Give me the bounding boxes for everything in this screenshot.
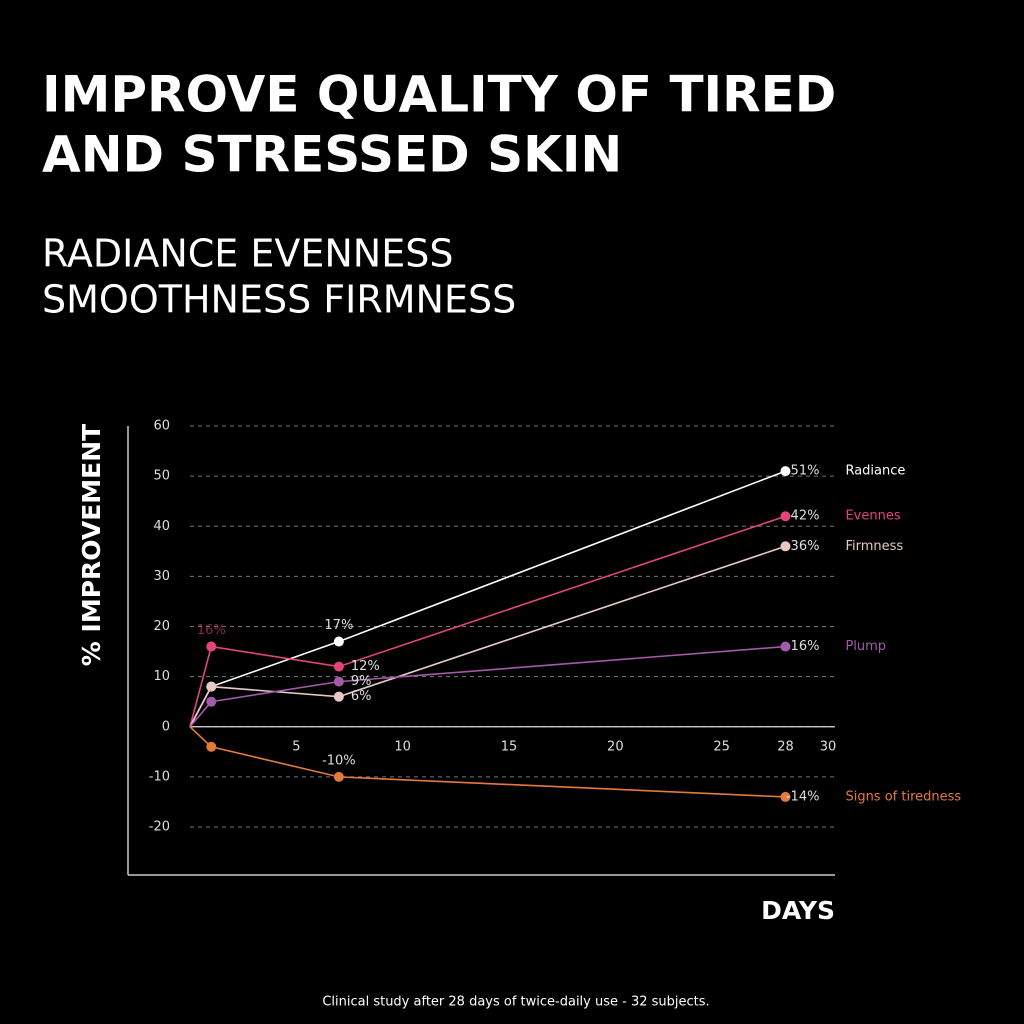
- x-tick-label: 15: [501, 739, 518, 754]
- y-tick-label: 50: [153, 469, 170, 484]
- y-tick-label: 20: [153, 619, 170, 634]
- subtitle: RADIANCE EVENNESS: [42, 232, 454, 276]
- data-point: [780, 466, 791, 477]
- value-label: 51%: [791, 464, 820, 479]
- legend-label: Evennes: [845, 509, 900, 524]
- value-label: 12%: [351, 659, 380, 674]
- data-point: [333, 691, 344, 702]
- data-point: [206, 681, 217, 692]
- x-tick-label: 25: [713, 739, 730, 754]
- value-label: 36%: [791, 539, 820, 554]
- data-point: [333, 636, 344, 647]
- x-tick-label: 28: [777, 739, 794, 754]
- legend-label: Plump: [845, 639, 886, 654]
- x-tick-label: 20: [607, 739, 624, 754]
- data-point: [206, 641, 217, 652]
- series-line: [189, 645, 786, 728]
- data-point: [206, 741, 217, 752]
- data-point: [780, 511, 791, 522]
- x-axis-label: DAYS: [761, 896, 835, 925]
- data-point: [333, 661, 344, 672]
- value-label: 16%: [791, 639, 820, 654]
- data-point: [780, 641, 791, 652]
- data-point: [333, 676, 344, 687]
- subtitle: SMOOTHNESS FIRMNESS: [42, 278, 516, 322]
- y-tick-label: 30: [153, 569, 170, 584]
- data-point: [780, 541, 791, 552]
- value-label: 9%: [351, 674, 372, 689]
- y-axis-label: % IMPROVEMENT: [77, 424, 106, 666]
- y-tick-label: 10: [153, 669, 170, 684]
- y-tick-label: 0: [162, 719, 170, 734]
- data-point: [206, 696, 217, 707]
- y-tick-label: 60: [153, 419, 170, 434]
- legend-label: Firmness: [845, 539, 903, 554]
- value-label: 42%: [791, 509, 820, 524]
- x-tick-label: 30: [820, 739, 837, 754]
- x-tick-label: 5: [292, 739, 300, 754]
- series-line: [189, 515, 786, 727]
- title: AND STRESSED SKIN: [42, 126, 622, 184]
- y-tick-label: -20: [149, 820, 170, 835]
- y-tick-label: -10: [149, 769, 170, 784]
- legend-label: Radiance: [845, 464, 905, 479]
- value-label: 17%: [324, 618, 353, 633]
- legend-label: Signs of tiredness: [845, 789, 961, 804]
- value-label: -14%: [786, 789, 820, 804]
- value-label: -10%: [322, 753, 356, 768]
- data-point: [333, 771, 344, 782]
- title: IMPROVE QUALITY OF TIRED: [42, 66, 836, 124]
- y-tick-label: 40: [153, 519, 170, 534]
- value-label: 6%: [351, 689, 372, 704]
- series-line: [189, 726, 786, 798]
- footnote: Clinical study after 28 days of twice-da…: [322, 995, 709, 1010]
- data-point: [780, 791, 791, 802]
- value-label: 16%: [197, 623, 226, 638]
- x-tick-label: 10: [394, 739, 411, 754]
